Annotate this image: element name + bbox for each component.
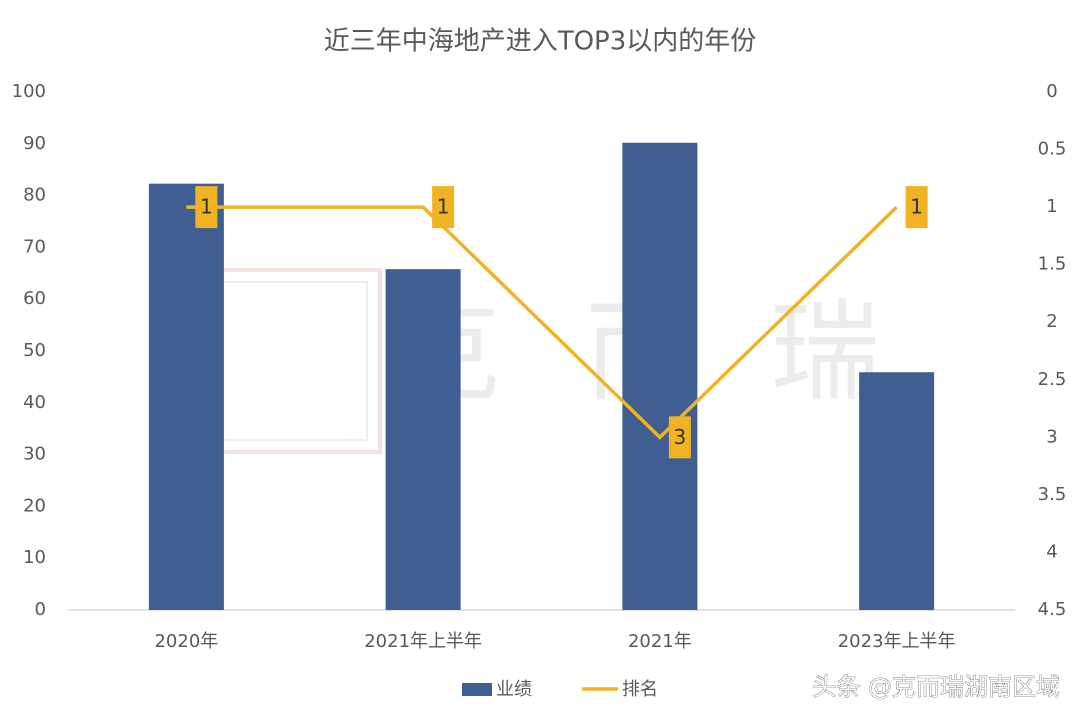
y-tick-label: 10 bbox=[23, 547, 46, 568]
data-label-box bbox=[905, 186, 928, 229]
bar bbox=[859, 372, 935, 610]
bar bbox=[148, 183, 224, 610]
x-tick-label: 2023年上半年 bbox=[838, 631, 956, 652]
data-label: 1 bbox=[437, 195, 450, 219]
line bbox=[186, 205, 898, 440]
data-label-box bbox=[195, 186, 218, 229]
legend-label: 排名 bbox=[622, 679, 658, 700]
y2-tick-label: 3 bbox=[1046, 426, 1057, 447]
legend-label: 业绩 bbox=[496, 679, 532, 700]
y2-tick-label: 0 bbox=[1046, 81, 1057, 102]
data-label: 1 bbox=[200, 195, 213, 219]
y2-tick-label: 2 bbox=[1046, 311, 1057, 332]
bar bbox=[385, 269, 461, 610]
footer: 头条 @克而瑞湖南区域 bbox=[812, 673, 1060, 701]
data-label-box bbox=[668, 416, 691, 459]
data-label: 3 bbox=[674, 425, 687, 449]
data-label-box bbox=[432, 186, 455, 229]
y2-tick-label: 2.5 bbox=[1038, 369, 1067, 390]
y-tick-label: 90 bbox=[23, 133, 46, 154]
y-tick-label: 0 bbox=[35, 599, 46, 620]
y2-tick-label: 1 bbox=[1046, 196, 1057, 217]
y2-tick-label: 4 bbox=[1046, 541, 1057, 562]
data-label: 1 bbox=[910, 195, 923, 219]
legend-swatch bbox=[462, 683, 492, 696]
x-tick-label: 2021年 bbox=[628, 631, 692, 652]
y2-tick-label: 3.5 bbox=[1038, 484, 1067, 505]
y2-tick-label: 4.5 bbox=[1038, 599, 1067, 620]
bar bbox=[622, 142, 698, 610]
y-tick-label: 70 bbox=[23, 236, 46, 257]
x-tick-label: 2021年上半年 bbox=[364, 631, 482, 652]
y-tick-label: 40 bbox=[23, 392, 46, 413]
y2-tick-label: 0.5 bbox=[1038, 139, 1067, 160]
y-tick-label: 60 bbox=[23, 288, 46, 309]
y2-tick-label: 1.5 bbox=[1038, 254, 1067, 275]
y-tick-label: 100 bbox=[12, 81, 46, 102]
y-tick-label: 20 bbox=[23, 495, 46, 516]
x-tick-label: 2020年 bbox=[154, 631, 218, 652]
y-tick-label: 50 bbox=[23, 340, 46, 361]
y-tick-label: 80 bbox=[23, 185, 46, 206]
y-tick-label: 30 bbox=[23, 444, 46, 465]
chart-title: 近三年中海地产进入TOP3以内的年份 bbox=[324, 27, 757, 57]
